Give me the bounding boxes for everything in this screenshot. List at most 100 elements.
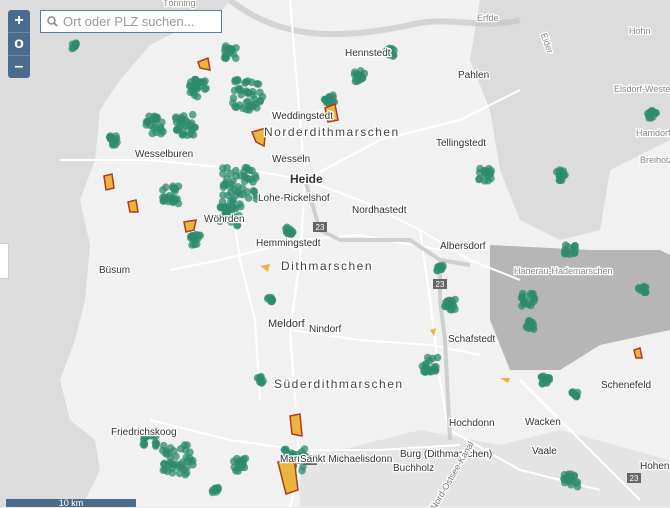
cluster-dot: [445, 296, 454, 305]
cluster-dot: [545, 374, 553, 383]
highlight-area: [430, 328, 436, 336]
cluster-dot: [177, 461, 186, 469]
place-label: Schafstedt: [448, 334, 495, 345]
cluster-dot: [235, 211, 243, 220]
cluster-dot: [159, 186, 167, 194]
cluster-dot: [180, 129, 188, 137]
cluster-dot: [160, 459, 169, 468]
cluster-dot: [560, 250, 569, 258]
cluster-dot: [557, 176, 566, 185]
cluster-dot: [239, 190, 247, 199]
cluster-dot: [358, 74, 367, 82]
cluster-dot: [237, 202, 245, 211]
place-label: Breiholz: [640, 155, 670, 165]
highlight-area: [289, 413, 303, 437]
cluster-dot: [231, 77, 239, 86]
cluster-dot: [186, 88, 195, 97]
road-shield-label: 23: [316, 223, 325, 232]
place-label: Friedrichskoog: [111, 427, 177, 438]
cluster-dot: [282, 224, 290, 233]
cluster-dot: [475, 175, 483, 184]
place-label: Tellingstedt: [436, 138, 486, 149]
road-shield: [313, 222, 327, 232]
cluster-dot: [229, 50, 238, 58]
side-panel-toggle[interactable]: [0, 243, 9, 279]
cluster-dot: [519, 299, 528, 308]
cluster-dot: [268, 295, 276, 304]
cluster-dot: [229, 94, 238, 102]
cluster-dot: [243, 164, 251, 172]
highlight-area: [324, 102, 339, 123]
cluster-dot: [188, 110, 197, 119]
zoom-out-button[interactable]: –: [14, 58, 24, 75]
cluster-dot: [451, 305, 459, 313]
cluster-dot: [518, 289, 527, 298]
cluster-dot: [232, 172, 240, 180]
zoom-reset-button[interactable]: o: [8, 33, 30, 56]
cluster-dot: [193, 85, 202, 93]
cluster-dot: [571, 391, 579, 399]
place-label: Nordhastedt: [352, 205, 407, 216]
cluster-dot: [235, 459, 243, 467]
cluster-dot: [201, 85, 209, 94]
cluster-dot: [142, 117, 151, 126]
place-label: Elsdorf-Westermühlen: [614, 84, 670, 94]
cluster-dot: [219, 183, 228, 192]
place-label: Pahlen: [458, 70, 489, 81]
cluster-dot: [573, 482, 582, 491]
cluster-dot: [183, 118, 192, 127]
place-label: Meldorf: [268, 318, 306, 330]
highlight-area: [277, 457, 299, 495]
cluster-dot: [350, 68, 359, 76]
cluster-dot: [148, 431, 156, 439]
cluster-dot: [222, 202, 231, 211]
place-label: Büsum: [99, 265, 130, 276]
cluster-dot: [282, 452, 290, 461]
place-label: Hennstedt: [345, 48, 391, 59]
cluster-dot: [190, 231, 198, 240]
cluster-dot: [430, 363, 438, 371]
highlight-area: [500, 378, 510, 383]
cluster-dot: [298, 466, 306, 475]
place-label: Erfde: [477, 13, 499, 23]
cluster-dot: [152, 440, 160, 449]
cluster-dot: [242, 78, 250, 86]
cluster-dot: [388, 44, 396, 53]
zoom-control: + o –: [8, 10, 30, 78]
place-label: Tönning: [163, 0, 196, 8]
place-label: Hamdorf: [636, 128, 670, 138]
cluster-dot: [566, 474, 575, 482]
road-shield: [627, 473, 641, 483]
search-box: [40, 10, 222, 33]
cluster-dot: [528, 290, 537, 298]
cluster-dot: [166, 453, 174, 462]
cluster-dot: [244, 194, 253, 202]
search-icon: [47, 16, 58, 27]
cluster-dot: [220, 210, 229, 219]
scale-bar: 10 km: [6, 499, 136, 508]
cluster-dot: [139, 440, 148, 449]
cluster-dot: [171, 196, 180, 205]
region-label: Süderdithmarschen: [274, 377, 404, 391]
region-label: Norderdithmarschen: [264, 125, 400, 139]
cluster-dot: [216, 202, 225, 211]
place-label: Hohenlockstedt: [640, 461, 670, 472]
cluster-dot: [434, 263, 442, 271]
cluster-dot: [320, 95, 329, 104]
eider-river: [228, 0, 521, 38]
cluster-dot: [186, 130, 195, 139]
place-label: Hochdonn: [449, 418, 495, 429]
cluster-dot: [227, 180, 236, 188]
cluster-dot: [248, 78, 256, 87]
cluster-dot: [172, 113, 180, 121]
cluster-dot: [244, 89, 252, 98]
cluster-dot: [219, 191, 227, 199]
zoom-in-button[interactable]: +: [8, 10, 30, 33]
cluster-dot: [637, 286, 645, 295]
cluster-dot: [177, 444, 185, 453]
place-label: Vaale: [532, 446, 557, 457]
highlight-area: [260, 264, 270, 272]
cluster-dot: [192, 240, 201, 248]
search-input[interactable]: [61, 13, 215, 30]
